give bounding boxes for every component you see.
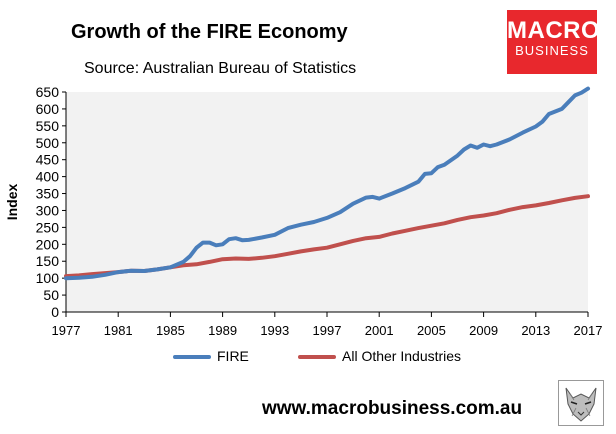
y-tick-label: 450 (36, 152, 60, 168)
x-tick-label: 2009 (469, 323, 498, 338)
x-tick-label: 2013 (521, 323, 550, 338)
x-tick-label: 1985 (156, 323, 185, 338)
chart-title: Growth of the FIRE Economy (71, 21, 348, 43)
x-tick-label: 1993 (260, 323, 289, 338)
chart-subtitle: Source: Australian Bureau of Statistics (84, 60, 357, 77)
x-tick-label: 2005 (417, 323, 446, 338)
wolf-logo-icon (558, 380, 604, 426)
logo-line-1: MACRO (507, 17, 601, 44)
y-tick-label: 300 (36, 202, 60, 218)
y-tick-label: 50 (43, 287, 59, 303)
y-tick-label: 100 (36, 270, 60, 286)
x-tick-label: 1977 (52, 323, 81, 338)
x-tick-label: 1997 (313, 323, 342, 338)
macrobusiness-logo: MACRO BUSINESS (507, 10, 601, 74)
y-tick-label: 150 (36, 253, 60, 269)
y-axis-label: Index (4, 184, 20, 221)
y-tick-label: 250 (36, 219, 60, 235)
y-tick-label: 0 (51, 304, 59, 320)
x-tick-label: 1989 (208, 323, 237, 338)
y-tick-label: 500 (36, 135, 60, 151)
series-line-fire (64, 86, 590, 281)
legend-label-fire: FIRE (217, 348, 249, 364)
legend-swatch-fire (173, 355, 211, 360)
website-url: www.macrobusiness.com.au (262, 398, 523, 419)
legend-label-other: All Other Industries (342, 348, 462, 364)
y-tick-label: 400 (36, 169, 60, 185)
plot-area-background (66, 92, 588, 312)
x-tick-label: 2001 (365, 323, 394, 338)
x-tick-label: 2017 (574, 323, 603, 338)
chart-series (64, 86, 590, 281)
x-tick-label: 1981 (104, 323, 133, 338)
logo-line-2: BUSINESS (515, 43, 589, 58)
y-tick-label: 650 (36, 84, 60, 100)
legend-item-fire: FIRE (173, 348, 249, 364)
legend-swatch-other (298, 355, 336, 360)
y-tick-label: 550 (36, 118, 60, 134)
y-tick-label: 600 (36, 101, 60, 117)
y-tick-label: 350 (36, 186, 60, 202)
legend-item-other: All Other Industries (298, 348, 461, 364)
y-tick-label: 200 (36, 236, 60, 252)
